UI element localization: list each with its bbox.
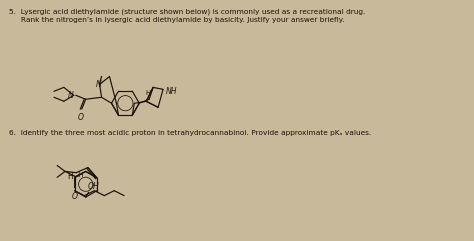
Text: O: O (78, 113, 84, 122)
Text: 6.  Identify the three most acidic proton in tetrahydrocannabinol. Provide appro: 6. Identify the three most acidic proton… (9, 130, 372, 136)
Text: H: H (67, 172, 73, 181)
Text: .H: .H (76, 172, 84, 178)
Text: 5.  Lysergic acid diethylamide (structure shown below) is commonly used as a rec: 5. Lysergic acid diethylamide (structure… (9, 8, 366, 15)
Text: NH: NH (166, 87, 178, 96)
Text: Rank the nitrogen’s in lysergic acid diethylamide by basicity. Justify your answ: Rank the nitrogen’s in lysergic acid die… (9, 17, 345, 23)
Text: OH: OH (88, 182, 100, 191)
Text: N: N (68, 91, 74, 100)
Text: O: O (72, 192, 78, 201)
Text: H: H (146, 90, 151, 96)
Text: N: N (96, 80, 101, 89)
